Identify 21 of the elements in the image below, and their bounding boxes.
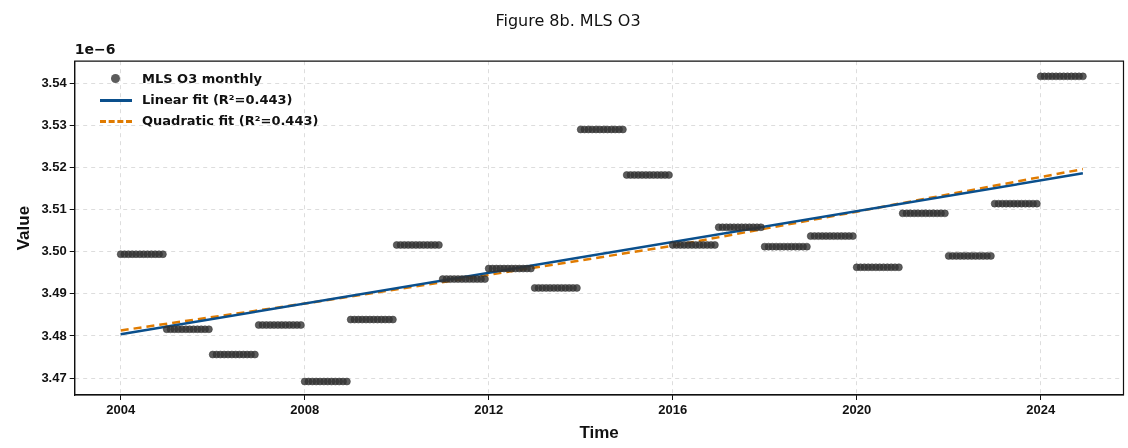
legend-label: Linear fit (R²=0.443) <box>142 92 293 107</box>
y-tick-label: 3.50 <box>41 243 67 259</box>
y-tick-label: 3.48 <box>41 327 67 343</box>
x-tick-label: 2004 <box>106 402 136 418</box>
legend-label: MLS O3 monthly <box>142 71 262 86</box>
x-tick-label: 2012 <box>474 402 504 418</box>
y-tick-label: 3.52 <box>41 158 67 174</box>
x-axis-title: Time <box>579 423 619 443</box>
y-tick-label: 3.53 <box>41 116 67 132</box>
y-axis-title: Value <box>13 205 33 251</box>
x-tick-label: 2024 <box>1026 402 1056 418</box>
text: 1e−6 <box>74 40 116 57</box>
y-tick-label: 3.47 <box>41 369 67 385</box>
y-tick-label: 3.49 <box>41 285 67 301</box>
y-tick-label: 3.54 <box>41 74 68 90</box>
x-tick-label: 2008 <box>290 402 320 418</box>
chart-title: Figure 8b. MLS O3 <box>495 10 641 30</box>
y-tick-label: 3.51 <box>41 201 67 217</box>
legend-label: Quadratic fit (R²=0.443) <box>142 113 319 128</box>
x-tick-label: 2016 <box>658 402 688 418</box>
x-tick-label: 2020 <box>842 402 872 418</box>
